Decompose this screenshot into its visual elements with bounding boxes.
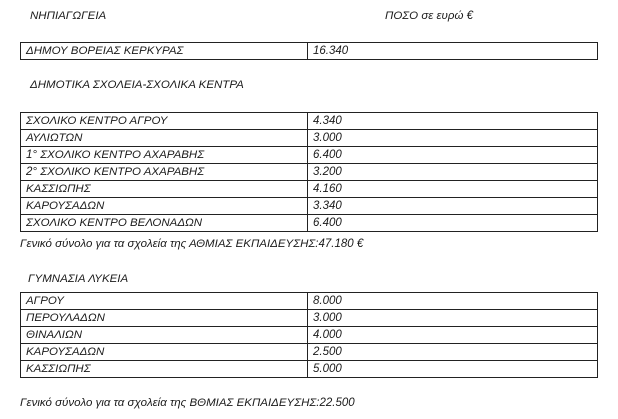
school-amount: 16.340 [307, 42, 598, 60]
table-row: ΚΑΣΣΙΩΠΗΣ 4.160 [20, 180, 598, 198]
school-name: 1° ΣΧΟΛΙΚΟ ΚΕΝΤΡΟ ΑΧΑΡΑΒΗΣ [20, 146, 308, 164]
school-name: ΔΗΜΟΥ ΒΟΡΕΙΑΣ ΚΕΡΚΥΡΑΣ [20, 42, 308, 60]
table-row: ΚΑΡΟΥΣΑΔΩΝ 2.500 [20, 343, 598, 361]
school-name: ΠΕΡΟΥΛΑΔΩΝ [20, 309, 308, 327]
school-amount: 3.000 [307, 129, 598, 147]
kindergartens-table: ΔΗΜΟΥ ΒΟΡΕΙΑΣ ΚΕΡΚΥΡΑΣ 16.340 [20, 42, 598, 60]
table-row: ΣΧΟΛΙΚΟ ΚΕΝΤΡΟ ΑΓΡΟΥ 4.340 [20, 112, 598, 130]
school-amount: 4.340 [307, 112, 598, 130]
secondary-table: ΑΓΡΟΥ 8.000 ΠΕΡΟΥΛΑΔΩΝ 3.000 ΘΙΝΑΛΙΩΝ 4.000 ΚΑ… [20, 292, 598, 378]
amount-column-heading: ΠΟΣΟ σε ευρώ € [385, 10, 474, 22]
school-name: ΣΧΟΛΙΚΟ ΚΕΝΤΡΟ ΑΓΡΟΥ [20, 112, 308, 130]
school-name: ΚΑΡΟΥΣΑΔΩΝ [20, 197, 308, 215]
table-row: 1° ΣΧΟΛΙΚΟ ΚΕΝΤΡΟ ΑΧΑΡΑΒΗΣ 6.400 [20, 146, 598, 164]
primary-table: ΣΧΟΛΙΚΟ ΚΕΝΤΡΟ ΑΓΡΟΥ 4.340 ΑΥΛΙΩΤΩΝ 3.000 1°… [20, 112, 598, 232]
table-row: 2° ΣΧΟΛΙΚΟ ΚΕΝΤΡΟ ΑΧΑΡΑΒΗΣ 3.200 [20, 163, 598, 181]
secondary-total: Γενικό σύνολο για τα σχολεία της ΒΘΜΙΑΣ … [20, 397, 355, 409]
table-row: ΑΓΡΟΥ 8.000 [20, 292, 598, 310]
table-row: ΔΗΜΟΥ ΒΟΡΕΙΑΣ ΚΕΡΚΥΡΑΣ 16.340 [20, 42, 598, 60]
table-row: ΠΕΡΟΥΛΑΔΩΝ 3.000 [20, 309, 598, 327]
school-amount: 6.400 [307, 214, 598, 232]
primary-total: Γενικό σύνολο για τα σχολεία της ΑΘΜΙΑΣ … [20, 238, 364, 250]
school-name: ΚΑΣΣΙΩΠΗΣ [20, 180, 308, 198]
school-amount: 5.000 [307, 360, 598, 378]
school-amount: 3.340 [307, 197, 598, 215]
table-row: ΣΧΟΛΙΚΟ ΚΕΝΤΡΟ ΒΕΛΟΝΑΔΩΝ 6.400 [20, 214, 598, 232]
school-name: 2° ΣΧΟΛΙΚΟ ΚΕΝΤΡΟ ΑΧΑΡΑΒΗΣ [20, 163, 308, 181]
table-row: ΚΑΡΟΥΣΑΔΩΝ 3.340 [20, 197, 598, 215]
school-amount: 8.000 [307, 292, 598, 310]
secondary-heading: ΓΥΜΝΑΣΙΑ ΛΥΚΕΙΑ [28, 273, 129, 285]
school-amount: 3.200 [307, 163, 598, 181]
school-name: ΑΥΛΙΩΤΩΝ [20, 129, 308, 147]
table-row: ΘΙΝΑΛΙΩΝ 4.000 [20, 326, 598, 344]
school-name: ΚΑΣΣΙΩΠΗΣ [20, 360, 308, 378]
school-amount: 4.160 [307, 180, 598, 198]
school-name: ΣΧΟΛΙΚΟ ΚΕΝΤΡΟ ΒΕΛΟΝΑΔΩΝ [20, 214, 308, 232]
primary-heading: ΔΗΜΟΤΙΚΑ ΣΧΟΛΕΙΑ-ΣΧΟΛΙΚΑ ΚΕΝΤΡΑ [30, 79, 244, 91]
school-name: ΑΓΡΟΥ [20, 292, 308, 310]
school-amount: 3.000 [307, 309, 598, 327]
school-amount: 2.500 [307, 343, 598, 361]
table-row: ΑΥΛΙΩΤΩΝ 3.000 [20, 129, 598, 147]
table-row: ΚΑΣΣΙΩΠΗΣ 5.000 [20, 360, 598, 378]
school-name: ΘΙΝΑΛΙΩΝ [20, 326, 308, 344]
school-amount: 4.000 [307, 326, 598, 344]
school-amount: 6.400 [307, 146, 598, 164]
school-name: ΚΑΡΟΥΣΑΔΩΝ [20, 343, 308, 361]
kindergartens-heading: ΝΗΠΙΑΓΩΓΕΙΑ [30, 10, 107, 22]
